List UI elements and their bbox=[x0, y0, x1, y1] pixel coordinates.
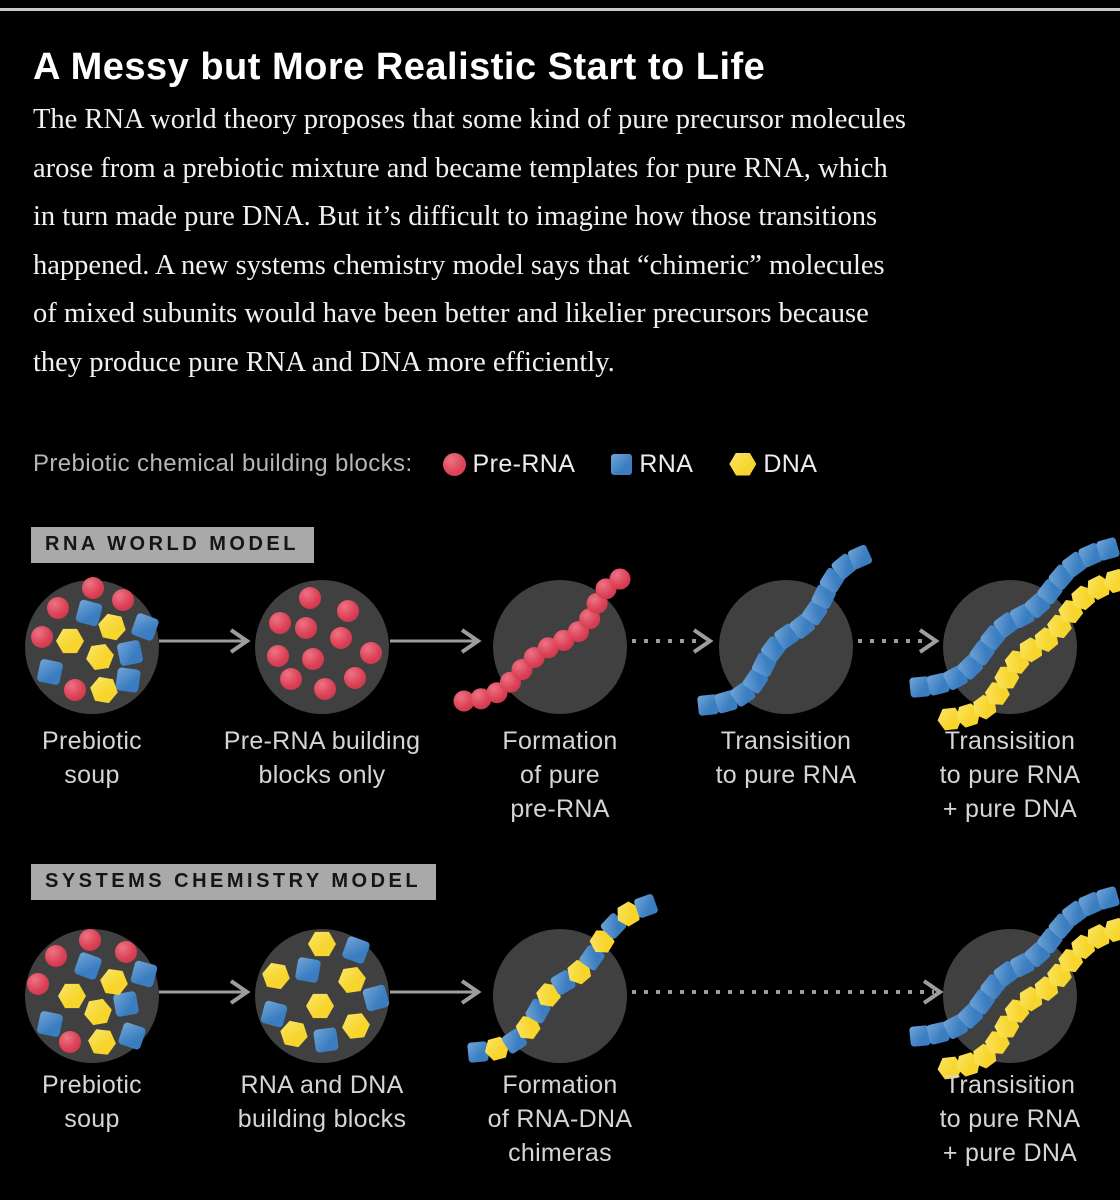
chain-bead bbox=[617, 901, 640, 927]
stage-label: Prebiotic soup bbox=[42, 1071, 142, 1133]
stage-graphic-pure-rna-dna-chains-1 bbox=[909, 537, 1120, 731]
stage-label: Prebiotic soup bbox=[42, 727, 142, 789]
arrow-dotted bbox=[858, 628, 940, 654]
chain-bead bbox=[453, 690, 475, 712]
chain-bead bbox=[1087, 575, 1110, 601]
legend: Prebiotic chemical building blocks: Pre-… bbox=[33, 449, 853, 479]
legend-item-dna: DNA bbox=[729, 450, 817, 479]
soup-shapes bbox=[260, 931, 390, 1053]
stage-graphic-prebiotic-soup-1 bbox=[25, 577, 159, 714]
chain-bead bbox=[909, 1025, 931, 1047]
arrow-solid bbox=[159, 979, 251, 1005]
soup-shapes bbox=[31, 577, 159, 704]
stage-label: Pre-RNA building blocks only bbox=[223, 727, 421, 789]
dna-hexagon-icon bbox=[729, 452, 757, 476]
stage-label: Formation of pure pre-RNA bbox=[502, 727, 618, 823]
arrow-dotted-long bbox=[632, 979, 944, 1005]
stage-label: Transisition to pure RNA + pure DNA bbox=[939, 1071, 1081, 1167]
chain-bead bbox=[536, 983, 561, 1007]
chain-bead bbox=[1103, 917, 1120, 943]
stage-graphic-prebiotic-soup-2 bbox=[25, 929, 159, 1063]
stage-graphic-rna-dna-chimera-chain bbox=[467, 894, 658, 1063]
legend-item-label: RNA bbox=[639, 449, 694, 478]
stage-graphic-rna-dna-blocks bbox=[255, 929, 390, 1063]
stage-graphic-pure-rna-chain bbox=[697, 544, 873, 716]
stage-graphic-pre-rna-blocks bbox=[255, 580, 389, 714]
soup-shapes bbox=[27, 929, 158, 1055]
chain-bead bbox=[634, 894, 658, 918]
top-divider bbox=[0, 8, 1120, 11]
chain-bead bbox=[609, 568, 631, 590]
legend-item-label: Pre-RNA bbox=[472, 449, 576, 478]
chain-bead bbox=[484, 1036, 509, 1061]
chain-bead bbox=[1062, 900, 1088, 927]
stage-graphic-pure-pre-rna-chain bbox=[453, 568, 631, 714]
arrow-solid bbox=[390, 979, 482, 1005]
chain-bead bbox=[714, 690, 738, 714]
chain-bead bbox=[567, 959, 592, 985]
stage-graphic-pure-rna-dna-chains-2 bbox=[909, 886, 1120, 1080]
chain-bead bbox=[1096, 886, 1120, 910]
legend-item-label: DNA bbox=[763, 449, 818, 478]
pre-rna-circle-icon bbox=[442, 452, 466, 476]
chain-bead bbox=[515, 1016, 541, 1040]
intro-paragraph: The RNA world theory proposes that some … bbox=[33, 104, 907, 378]
section-header-systems-chemistry-model: SYSTEMS CHEMISTRY MODEL bbox=[31, 864, 437, 900]
stage-label: Transisition to pure RNA bbox=[715, 727, 857, 789]
chain-bead bbox=[926, 1021, 950, 1045]
arrow-solid bbox=[390, 628, 482, 654]
legend-item-rna: RNA bbox=[611, 450, 693, 479]
chain-bead bbox=[1087, 924, 1110, 950]
chain-bead bbox=[1078, 543, 1103, 568]
chain-bead bbox=[937, 1056, 963, 1080]
arrow-solid bbox=[159, 628, 251, 654]
stage-label: Formation of RNA-DNA chimeras bbox=[487, 1071, 633, 1167]
chain-bead bbox=[467, 1041, 489, 1063]
section-header-rna-world-model: RNA WORLD MODEL bbox=[31, 527, 314, 563]
chain-bead bbox=[937, 707, 963, 731]
stage-label: RNA and DNA building blocks bbox=[237, 1071, 407, 1133]
stage-label: Transisition to pure RNA + pure DNA bbox=[939, 727, 1081, 823]
rna-square-icon bbox=[611, 453, 633, 475]
chain-bead bbox=[1096, 537, 1120, 561]
arrow-dotted bbox=[632, 628, 714, 654]
chain-bead bbox=[1062, 551, 1088, 578]
chain-bead bbox=[589, 930, 615, 953]
soup-shapes bbox=[267, 587, 382, 700]
page-title: A Messy but More Realistic Start to Life bbox=[33, 46, 766, 88]
chain-bead bbox=[926, 672, 950, 696]
chain-bead bbox=[1078, 892, 1103, 917]
chain-bead bbox=[909, 676, 931, 698]
chain-bead bbox=[1103, 568, 1120, 594]
chain-bead bbox=[697, 694, 719, 716]
legend-label: Prebiotic chemical building blocks: bbox=[33, 450, 413, 477]
legend-item-pre-rna: Pre-RNA bbox=[442, 449, 576, 479]
chain-bead bbox=[847, 544, 873, 570]
chain-bead bbox=[470, 688, 492, 710]
